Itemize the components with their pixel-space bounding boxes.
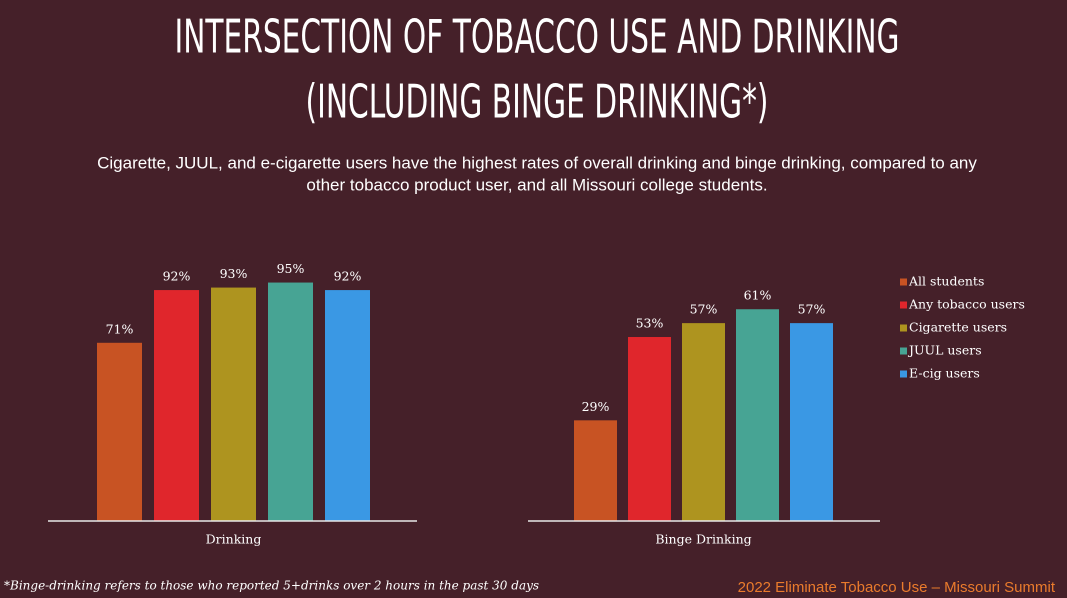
footnote: *Binge-drinking refers to those who repo… xyxy=(4,579,539,593)
value-label: 71% xyxy=(106,321,134,336)
bar xyxy=(628,337,671,521)
legend-label: JUUL users xyxy=(907,343,982,358)
value-label: 57% xyxy=(798,302,826,317)
value-label: 95% xyxy=(277,261,305,276)
legend-swatch xyxy=(900,278,907,286)
legend-swatch xyxy=(900,301,907,309)
value-label: 57% xyxy=(690,302,718,317)
legend-label: E-cig users xyxy=(909,366,980,381)
subtitle-line: Cigarette, JUUL, and e-cigarette users h… xyxy=(97,153,977,172)
value-label: 53% xyxy=(636,316,664,331)
footer: 2022 Eliminate Tobacco Use – Missouri Su… xyxy=(738,579,1056,596)
x-tick-label: Drinking xyxy=(206,532,262,547)
bar xyxy=(574,420,617,521)
legend-label: All students xyxy=(908,274,984,289)
bar xyxy=(682,323,725,521)
bar xyxy=(154,290,199,521)
bar xyxy=(97,342,142,521)
x-tick-label: Binge Drinking xyxy=(655,532,751,547)
legend-swatch xyxy=(900,347,907,355)
subtitle-line: other tobacco product user, and all Miss… xyxy=(306,175,767,194)
legend-label: Cigarette users xyxy=(909,320,1007,335)
bar xyxy=(325,290,370,521)
bar xyxy=(211,287,256,521)
value-label: 93% xyxy=(220,266,248,281)
legend-label: Any tobacco users xyxy=(908,297,1025,312)
legend-swatch xyxy=(900,370,907,378)
bar xyxy=(790,323,833,521)
value-label: 61% xyxy=(744,288,772,303)
value-label: 92% xyxy=(334,269,362,284)
legend-swatch xyxy=(900,324,907,332)
title-line: INTERSECTION OF TOBACCO USE AND DRINKING xyxy=(175,10,900,64)
title-line: (INCLUDING BINGE DRINKING*) xyxy=(306,75,769,129)
value-label: 29% xyxy=(582,399,610,414)
bar xyxy=(736,309,779,521)
bar xyxy=(268,282,313,521)
value-label: 92% xyxy=(163,269,191,284)
